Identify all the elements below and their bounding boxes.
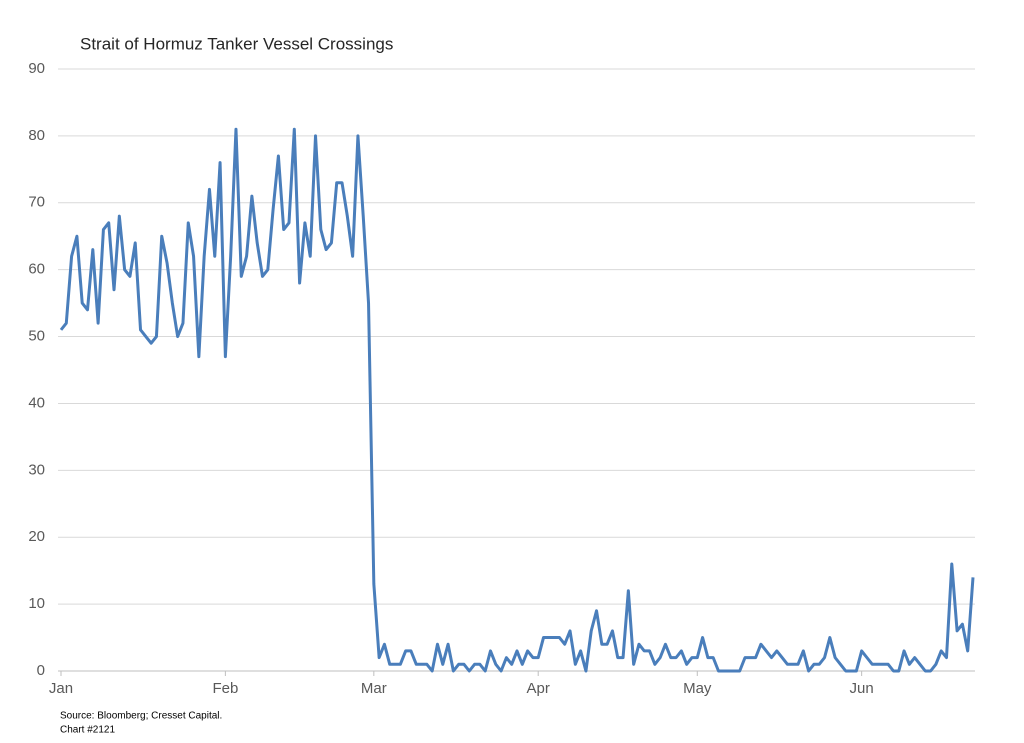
y-tick-label: 20	[28, 528, 45, 545]
data-line	[59, 127, 975, 673]
x-tick-label: Jan	[49, 680, 73, 697]
y-tick-label: 0	[37, 662, 45, 679]
x-tick-label: Mar	[361, 680, 387, 697]
y-tick-label: 70	[28, 194, 45, 211]
x-tick-label: Feb	[212, 680, 238, 697]
x-tick-label: Apr	[527, 680, 550, 697]
y-tick-label: 50	[28, 328, 45, 345]
y-tick-label: 10	[28, 595, 45, 612]
x-tick-label: Jun	[850, 680, 874, 697]
source: Source: Bloomberg; Cresset Capital.	[60, 711, 222, 722]
chart-title: Strait of Hormuz Tanker Vessel Crossings	[80, 34, 393, 53]
chart-note: Chart #2121	[60, 725, 115, 736]
y-tick-label: 40	[28, 394, 45, 411]
y-tick-label: 30	[28, 461, 45, 478]
y-tick-label: 80	[28, 127, 45, 144]
y-tick-label: 60	[28, 261, 45, 278]
y-tick-label: 90	[28, 60, 45, 77]
x-tick-label: May	[683, 680, 712, 697]
